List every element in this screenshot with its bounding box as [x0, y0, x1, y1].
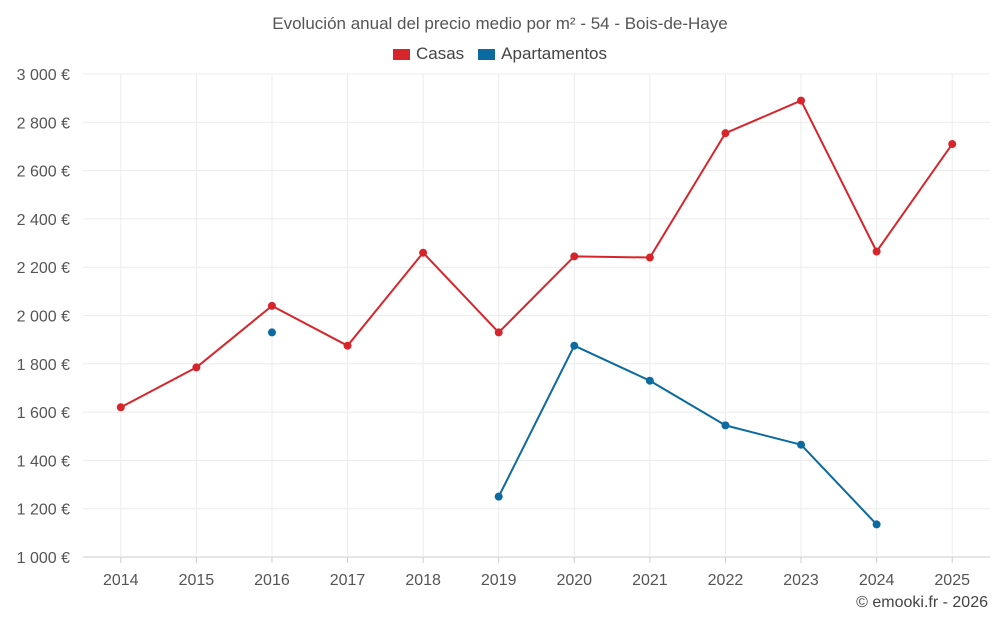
y-tick-label: 2 400 €	[17, 212, 70, 229]
data-point-casas	[116, 403, 125, 412]
series-line-casas	[120, 99, 954, 409]
legend-swatch-apartamentos	[478, 48, 496, 60]
y-tick-label: 2 600 €	[17, 164, 70, 181]
data-point-casas	[645, 253, 654, 262]
y-tick-label: 2 200 €	[17, 260, 70, 277]
x-tick-label: 2023	[783, 572, 819, 589]
credit-text: © emooki.fr - 2026	[856, 594, 988, 611]
legend-label-apartamentos: Apartamentos	[501, 44, 608, 63]
legend-item-apartamentos[interactable]: Apartamentos	[478, 44, 607, 64]
y-tick-label: 1 200 €	[17, 502, 70, 519]
legend-label-casas: Casas	[415, 44, 465, 63]
y-tick-label: 1 000 €	[17, 550, 70, 567]
data-point-casas	[494, 328, 503, 337]
data-point-casas	[948, 140, 957, 149]
data-point-apartamentos	[494, 492, 503, 501]
y-tick-label: 1 600 €	[17, 405, 70, 422]
chart-legend: Casas Apartamentos	[0, 44, 1000, 64]
data-point-apartamentos	[797, 440, 806, 449]
data-point-apartamentos	[872, 520, 881, 529]
y-tick-label: 1 400 €	[17, 453, 70, 470]
data-point-casas	[192, 363, 201, 372]
legend-item-casas[interactable]: Casas	[392, 44, 465, 64]
data-point-casas	[419, 248, 428, 257]
x-tick-label: 2015	[179, 572, 215, 589]
x-tick-label: 2019	[481, 572, 517, 589]
data-point-casas	[343, 341, 352, 350]
x-tick-label: 2017	[330, 572, 366, 589]
x-tick-label: 2020	[556, 572, 592, 589]
data-point-casas	[267, 301, 276, 310]
x-tick-label: 2021	[632, 572, 668, 589]
y-tick-label: 1 800 €	[17, 357, 70, 374]
series-line-apartamentos	[497, 344, 878, 526]
x-tick-label: 2022	[708, 572, 744, 589]
data-point-casas	[797, 96, 806, 105]
data-point-casas	[721, 129, 730, 138]
data-point-apartamentos	[570, 341, 579, 350]
y-tick-label: 2 000 €	[17, 309, 70, 326]
data-point-apartamentos	[721, 421, 730, 430]
x-tick-label: 2025	[934, 572, 970, 589]
x-tick-label: 2014	[103, 572, 139, 589]
x-tick-label: 2016	[254, 572, 290, 589]
x-tick-label: 2024	[859, 572, 895, 589]
chart-title: Evolución anual del precio medio por m² …	[272, 14, 728, 33]
data-point-casas	[570, 252, 579, 261]
legend-swatch-casas	[392, 48, 410, 60]
data-point-apartamentos	[267, 328, 276, 337]
y-tick-label: 2 800 €	[17, 115, 70, 132]
y-tick-label: 3 000 €	[17, 67, 70, 84]
data-point-casas	[872, 247, 881, 256]
data-point-apartamentos	[645, 376, 654, 385]
x-tick-label: 2018	[405, 572, 441, 589]
